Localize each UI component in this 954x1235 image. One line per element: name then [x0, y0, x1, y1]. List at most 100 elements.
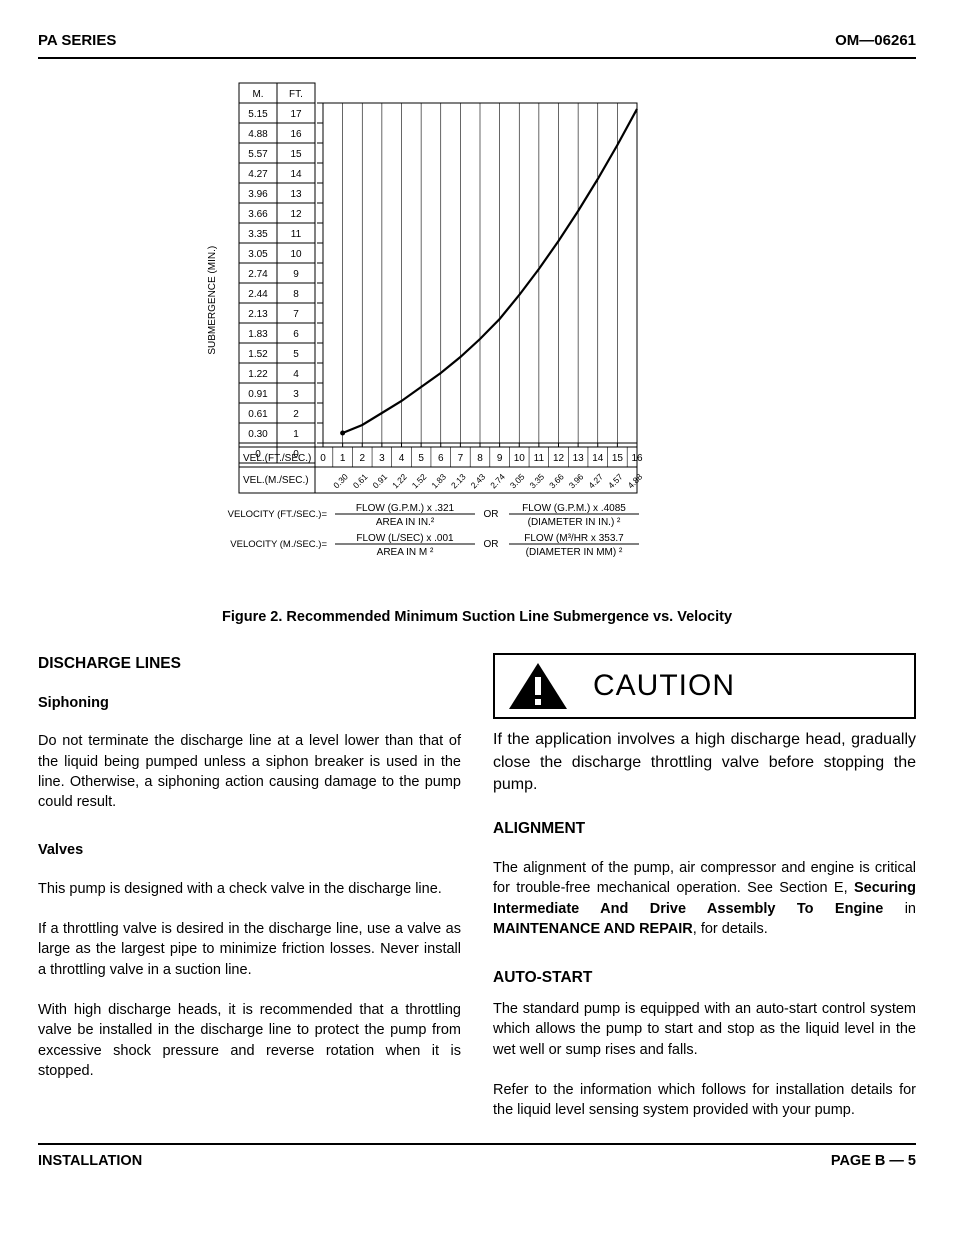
caution-box: CAUTION — [493, 653, 916, 719]
svg-text:16: 16 — [631, 453, 643, 464]
svg-text:5.57: 5.57 — [248, 149, 268, 160]
svg-text:SUBMERGENCE (MIN.): SUBMERGENCE (MIN.) — [207, 246, 218, 355]
para-valves-1: This pump is designed with a check valve… — [38, 879, 461, 899]
svg-text:10: 10 — [290, 249, 302, 260]
svg-text:4.88: 4.88 — [626, 471, 645, 490]
para-valves-3: With high discharge heads, it is recomme… — [38, 1000, 461, 1081]
svg-text:1.83: 1.83 — [429, 471, 448, 490]
heading-auto-start: AUTO-START — [493, 967, 916, 989]
caution-label: CAUTION — [593, 665, 735, 707]
svg-text:OR: OR — [484, 509, 499, 520]
svg-text:AREA IN M ²: AREA IN M ² — [377, 547, 434, 558]
svg-text:5: 5 — [418, 453, 424, 464]
svg-text:3.35: 3.35 — [248, 229, 268, 240]
svg-text:15: 15 — [290, 149, 302, 160]
svg-text:FLOW (L/SEC) x .001: FLOW (L/SEC) x .001 — [356, 533, 454, 544]
svg-text:0.61: 0.61 — [351, 471, 370, 490]
header-left: PA SERIES — [38, 30, 116, 51]
svg-text:3.96: 3.96 — [248, 189, 268, 200]
svg-text:4: 4 — [399, 453, 405, 464]
svg-text:2: 2 — [293, 409, 299, 420]
svg-text:0.91: 0.91 — [370, 471, 389, 490]
right-column: CAUTION If the application involves a hi… — [493, 653, 916, 1124]
svg-text:FT.: FT. — [289, 89, 303, 100]
heading-siphoning: Siphoning — [38, 693, 461, 713]
svg-text:2: 2 — [359, 453, 365, 464]
svg-text:11: 11 — [291, 229, 302, 240]
page-footer: INSTALLATION PAGE B — 5 — [38, 1143, 916, 1171]
warning-triangle-icon — [507, 661, 569, 711]
svg-text:12: 12 — [290, 209, 302, 220]
svg-text:10: 10 — [514, 453, 526, 464]
svg-text:9: 9 — [293, 269, 299, 280]
svg-text:VEL.(M./SEC.): VEL.(M./SEC.) — [243, 475, 309, 486]
svg-text:3.05: 3.05 — [508, 471, 527, 490]
heading-alignment: ALIGNMENT — [493, 818, 916, 840]
svg-text:4.57: 4.57 — [606, 471, 625, 490]
svg-text:8: 8 — [477, 453, 483, 464]
svg-text:5.15: 5.15 — [248, 109, 268, 120]
svg-text:4.27: 4.27 — [586, 471, 605, 490]
svg-text:2.74: 2.74 — [488, 471, 507, 490]
heading-valves: Valves — [38, 840, 461, 860]
svg-text:16: 16 — [290, 129, 302, 140]
svg-text:1.52: 1.52 — [410, 471, 429, 490]
svg-text:13: 13 — [573, 453, 585, 464]
page-header: PA SERIES OM—06261 — [38, 30, 916, 59]
para-auto-2: Refer to the information which follows f… — [493, 1080, 916, 1121]
figure-2-chart: SUBMERGENCE (MIN.)M.FT.5.15174.88165.571… — [38, 77, 916, 597]
svg-text:OR: OR — [484, 539, 499, 550]
submergence-chart-svg: SUBMERGENCE (MIN.)M.FT.5.15174.88165.571… — [197, 77, 757, 597]
footer-right: PAGE B — 5 — [831, 1151, 916, 1171]
svg-text:17: 17 — [290, 109, 302, 120]
svg-text:(DIAMETER IN IN.) ²: (DIAMETER IN IN.) ² — [528, 517, 621, 528]
para-valves-2: If a throttling valve is desired in the … — [38, 919, 461, 980]
svg-text:2.44: 2.44 — [248, 289, 268, 300]
svg-text:3.05: 3.05 — [248, 249, 268, 260]
svg-text:12: 12 — [553, 453, 565, 464]
svg-text:0.30: 0.30 — [248, 429, 268, 440]
para-auto-1: The standard pump is equipped with an au… — [493, 999, 916, 1060]
svg-text:3: 3 — [293, 389, 299, 400]
left-column: DISCHARGE LINES Siphoning Do not termina… — [38, 653, 461, 1124]
svg-text:0.30: 0.30 — [331, 471, 350, 490]
svg-text:0: 0 — [320, 453, 326, 464]
svg-text:3.66: 3.66 — [248, 209, 268, 220]
svg-text:4: 4 — [293, 369, 299, 380]
svg-text:2.74: 2.74 — [248, 269, 268, 280]
heading-discharge-lines: DISCHARGE LINES — [38, 653, 461, 675]
svg-text:7: 7 — [293, 309, 299, 320]
svg-text:3.35: 3.35 — [527, 471, 546, 490]
svg-text:FLOW (M³/HR x 353.7: FLOW (M³/HR x 353.7 — [524, 533, 624, 544]
svg-text:0.91: 0.91 — [248, 389, 268, 400]
svg-text:1.52: 1.52 — [248, 349, 268, 360]
svg-text:14: 14 — [592, 453, 604, 464]
svg-text:9: 9 — [497, 453, 503, 464]
svg-text:3.66: 3.66 — [547, 471, 566, 490]
svg-text:4.27: 4.27 — [248, 169, 268, 180]
para-siphoning: Do not terminate the discharge line at a… — [38, 731, 461, 812]
figure-caption: Figure 2. Recommended Minimum Suction Li… — [38, 607, 916, 627]
svg-text:VELOCITY (M./SEC.)=: VELOCITY (M./SEC.)= — [230, 539, 327, 550]
svg-text:2.43: 2.43 — [469, 471, 488, 490]
svg-text:4.88: 4.88 — [248, 129, 268, 140]
svg-text:M.: M. — [252, 89, 263, 100]
svg-text:7: 7 — [458, 453, 464, 464]
svg-text:(DIAMETER IN MM) ²: (DIAMETER IN MM) ² — [526, 547, 623, 558]
svg-text:1.22: 1.22 — [248, 369, 268, 380]
svg-text:1: 1 — [293, 429, 299, 440]
svg-text:0.61: 0.61 — [248, 409, 268, 420]
svg-text:14: 14 — [290, 169, 302, 180]
svg-text:3.96: 3.96 — [567, 471, 586, 490]
svg-text:1.22: 1.22 — [390, 471, 409, 490]
svg-text:2.13: 2.13 — [248, 309, 268, 320]
svg-text:15: 15 — [612, 453, 624, 464]
svg-text:VELOCITY (FT./SEC.)=: VELOCITY (FT./SEC.)= — [228, 509, 328, 520]
svg-text:FLOW (G.P.M.) x .321: FLOW (G.P.M.) x .321 — [356, 503, 455, 514]
svg-text:1.83: 1.83 — [248, 329, 268, 340]
svg-text:11: 11 — [534, 453, 545, 464]
svg-text:8: 8 — [293, 289, 299, 300]
svg-text:FLOW (G.P.M.) x .4085: FLOW (G.P.M.) x .4085 — [522, 503, 626, 514]
svg-text:VEL.(FT./SEC.): VEL.(FT./SEC.) — [243, 453, 311, 464]
svg-text:13: 13 — [290, 189, 302, 200]
